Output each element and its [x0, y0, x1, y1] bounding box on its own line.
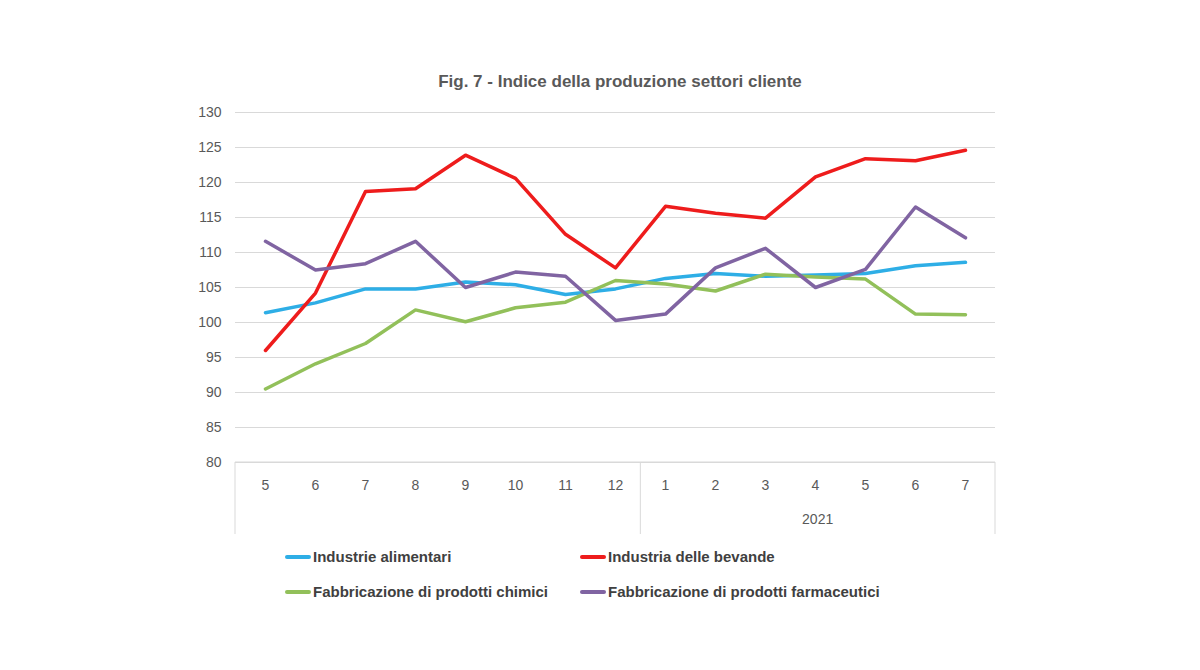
svg-text:110: 110 [199, 244, 222, 260]
svg-text:8: 8 [412, 477, 420, 493]
svg-text:6: 6 [312, 477, 320, 493]
svg-text:11: 11 [558, 477, 573, 493]
svg-text:105: 105 [198, 279, 222, 295]
svg-text:7: 7 [362, 477, 370, 493]
html-text:Fig. 7 - Indice della produzio: Fig. 7 - Indice della produzione settori… [438, 72, 802, 91]
html-text:Industrie alimentari: Industrie alimentari [313, 548, 452, 565]
html-text:Fabbricazione di prodotti chim: Fabbricazione di prodotti chimici [313, 583, 548, 600]
svg-text:5: 5 [262, 477, 270, 493]
svg-text:3: 3 [762, 477, 770, 493]
svg-text:2021: 2021 [802, 511, 833, 527]
svg-text:1: 1 [662, 477, 670, 493]
svg-text:90: 90 [206, 384, 222, 400]
svg-text:115: 115 [199, 209, 222, 225]
svg-text:5: 5 [862, 477, 870, 493]
svg-text:10: 10 [508, 477, 524, 493]
svg-text:6: 6 [912, 477, 920, 493]
svg-text:7: 7 [962, 477, 970, 493]
svg-text:12: 12 [608, 477, 624, 493]
svg-text:2: 2 [712, 477, 720, 493]
svg-text:80: 80 [206, 454, 222, 470]
svg-text:130: 130 [198, 104, 222, 120]
svg-text:85: 85 [206, 419, 222, 435]
html-text:Industria delle bevande: Industria delle bevande [608, 548, 775, 565]
svg-text:4: 4 [812, 477, 820, 493]
html-text:Fabbricazione di prodotti farm: Fabbricazione di prodotti farmaceutici [608, 583, 880, 600]
svg-text:120: 120 [198, 174, 222, 190]
svg-text:125: 125 [198, 139, 222, 155]
svg-text:100: 100 [198, 314, 222, 330]
svg-text:9: 9 [462, 477, 470, 493]
svg-text:95: 95 [206, 349, 222, 365]
